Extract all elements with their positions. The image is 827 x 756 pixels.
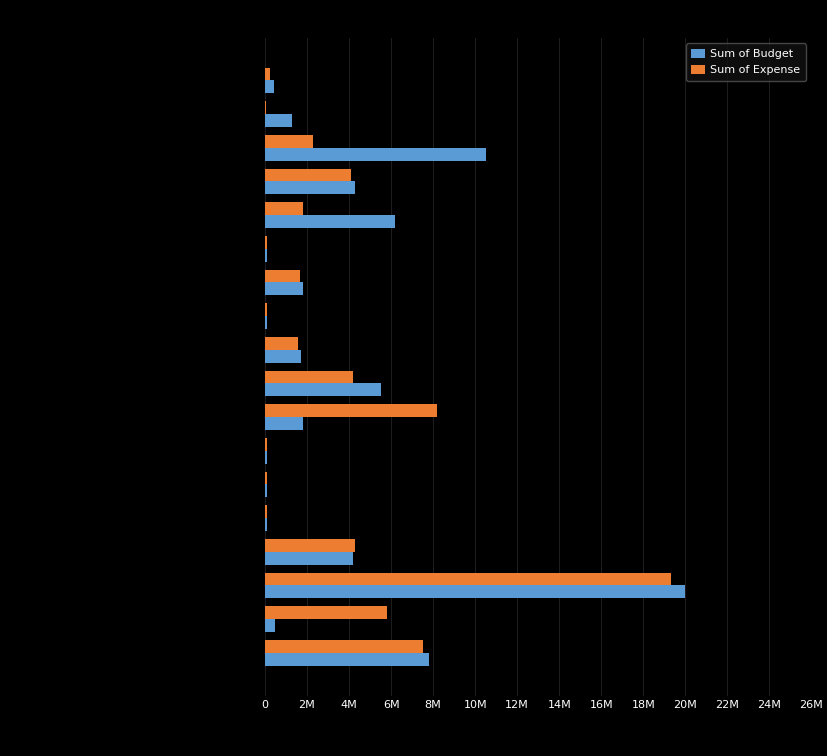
Bar bbox=[265, 316, 267, 329]
Bar bbox=[265, 539, 355, 552]
Bar bbox=[265, 249, 267, 262]
Bar bbox=[265, 68, 270, 80]
Bar bbox=[265, 114, 292, 127]
Bar bbox=[265, 350, 300, 363]
Bar bbox=[265, 169, 351, 181]
Bar bbox=[265, 640, 422, 653]
Bar bbox=[265, 215, 394, 228]
Bar bbox=[265, 236, 267, 249]
Bar bbox=[265, 619, 275, 632]
Bar bbox=[265, 606, 386, 619]
Legend: Sum of Budget, Sum of Expense: Sum of Budget, Sum of Expense bbox=[685, 43, 805, 81]
Bar bbox=[265, 283, 303, 296]
Bar bbox=[265, 552, 353, 565]
Bar bbox=[265, 370, 353, 383]
Bar bbox=[265, 505, 267, 518]
Bar bbox=[265, 80, 274, 93]
Bar bbox=[265, 148, 485, 160]
Bar bbox=[265, 404, 437, 417]
Bar bbox=[265, 585, 685, 598]
Bar bbox=[265, 303, 267, 316]
Bar bbox=[265, 485, 267, 497]
Bar bbox=[265, 451, 267, 463]
Bar bbox=[265, 181, 355, 194]
Bar bbox=[265, 518, 267, 531]
Bar bbox=[265, 472, 267, 485]
Bar bbox=[265, 135, 313, 148]
Bar bbox=[265, 417, 303, 430]
Bar bbox=[265, 203, 303, 215]
Bar bbox=[265, 383, 380, 396]
Bar bbox=[265, 270, 299, 283]
Bar bbox=[265, 573, 670, 585]
Bar bbox=[265, 653, 428, 665]
Bar bbox=[265, 438, 267, 451]
Bar bbox=[265, 337, 297, 350]
